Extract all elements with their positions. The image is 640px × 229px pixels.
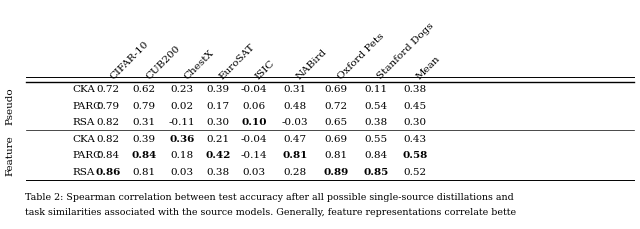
Text: -0.04: -0.04 [241, 134, 268, 143]
Text: 0.47: 0.47 [284, 134, 307, 143]
Text: 0.55: 0.55 [364, 134, 388, 143]
Text: EuroSAT: EuroSAT [218, 42, 257, 81]
Text: 0.72: 0.72 [324, 101, 348, 111]
Text: 0.69: 0.69 [324, 85, 348, 94]
Text: Feature: Feature [6, 135, 15, 176]
Text: Pseudo: Pseudo [6, 87, 15, 125]
Text: 0.03: 0.03 [243, 167, 266, 176]
Text: 0.43: 0.43 [403, 134, 427, 143]
Text: 0.65: 0.65 [324, 118, 348, 127]
Text: 0.86: 0.86 [95, 167, 121, 176]
Text: 0.03: 0.03 [170, 167, 193, 176]
Text: 0.84: 0.84 [97, 151, 120, 160]
Text: 0.38: 0.38 [364, 118, 388, 127]
Text: 0.17: 0.17 [207, 101, 230, 111]
Text: 0.89: 0.89 [323, 167, 349, 176]
Text: -0.03: -0.03 [282, 118, 308, 127]
Text: PARC: PARC [72, 101, 101, 111]
Text: 0.48: 0.48 [284, 101, 307, 111]
Text: 0.82: 0.82 [97, 134, 120, 143]
Text: 0.23: 0.23 [170, 85, 193, 94]
Text: ISIC: ISIC [254, 58, 277, 81]
Text: task similarities associated with the source models. Generally, feature represen: task similarities associated with the so… [25, 207, 516, 216]
Text: 0.79: 0.79 [132, 101, 156, 111]
Text: 0.85: 0.85 [364, 167, 388, 176]
Text: 0.39: 0.39 [132, 134, 156, 143]
Text: 0.58: 0.58 [403, 151, 428, 160]
Text: ChestX: ChestX [182, 48, 215, 81]
Text: -0.04: -0.04 [241, 85, 268, 94]
Text: 0.81: 0.81 [282, 151, 308, 160]
Text: 0.38: 0.38 [403, 85, 427, 94]
Text: 0.84: 0.84 [364, 151, 388, 160]
Text: 0.79: 0.79 [97, 101, 120, 111]
Text: RSA: RSA [72, 118, 94, 127]
Text: 0.39: 0.39 [207, 85, 230, 94]
Text: 0.28: 0.28 [284, 167, 307, 176]
Text: 0.72: 0.72 [97, 85, 120, 94]
Text: 0.69: 0.69 [324, 134, 348, 143]
Text: 0.21: 0.21 [207, 134, 230, 143]
Text: 0.52: 0.52 [403, 167, 427, 176]
Text: CKA: CKA [72, 134, 95, 143]
Text: Stanford Dogs: Stanford Dogs [376, 21, 436, 81]
Text: 0.42: 0.42 [205, 151, 230, 160]
Text: 0.38: 0.38 [207, 167, 230, 176]
Text: 0.82: 0.82 [97, 118, 120, 127]
Text: RSA: RSA [72, 167, 94, 176]
Text: 0.81: 0.81 [132, 167, 156, 176]
Text: Table 2: Spearman correlation between test accuracy after all possible single-so: Table 2: Spearman correlation between te… [25, 192, 514, 201]
Text: 0.81: 0.81 [324, 151, 348, 160]
Text: 0.54: 0.54 [364, 101, 388, 111]
Text: 0.62: 0.62 [132, 85, 156, 94]
Text: 0.02: 0.02 [170, 101, 193, 111]
Text: 0.84: 0.84 [131, 151, 157, 160]
Text: CUB200: CUB200 [144, 43, 182, 81]
Text: PARC: PARC [72, 151, 101, 160]
Text: NABird: NABird [295, 47, 329, 81]
Text: 0.06: 0.06 [243, 101, 266, 111]
Text: 0.30: 0.30 [207, 118, 230, 127]
Text: 0.10: 0.10 [241, 118, 267, 127]
Text: -0.11: -0.11 [169, 118, 195, 127]
Text: 0.31: 0.31 [284, 85, 307, 94]
Text: 0.18: 0.18 [170, 151, 193, 160]
Text: 0.45: 0.45 [403, 101, 427, 111]
Text: 0.30: 0.30 [403, 118, 427, 127]
Text: 0.36: 0.36 [170, 134, 195, 143]
Text: CKA: CKA [72, 85, 95, 94]
Text: Oxford Pets: Oxford Pets [336, 31, 386, 81]
Text: 0.11: 0.11 [364, 85, 388, 94]
Text: Mean: Mean [415, 53, 442, 81]
Text: 0.31: 0.31 [132, 118, 156, 127]
Text: CIFAR-10: CIFAR-10 [108, 39, 150, 81]
Text: -0.14: -0.14 [241, 151, 268, 160]
